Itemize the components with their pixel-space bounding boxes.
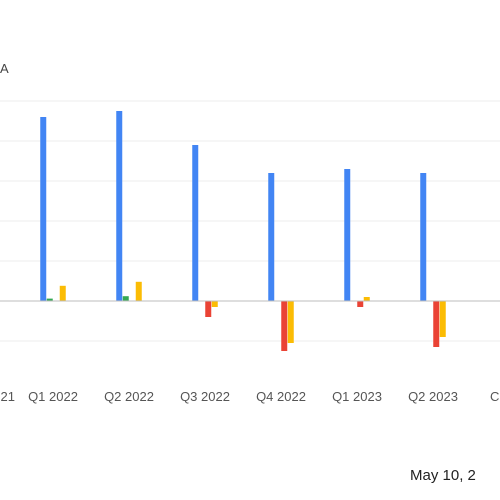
bar [40,117,47,301]
bar [116,111,123,301]
x-tick-label: Q2 2022 [104,389,154,404]
bar [287,301,294,343]
x-tick-labels: 21 Q1 2022 Q2 2022 Q3 2022 Q4 2022 Q1 2023 Q2 … [1,389,500,404]
bar [439,301,446,337]
bar [344,169,351,301]
x-tick-label: Q4 2022 [256,389,306,404]
x-tick-label-partial-right: C [490,389,499,404]
bar [281,301,288,351]
bar [268,173,275,301]
x-tick-label: Q2 2023 [408,389,458,404]
bar [135,281,142,301]
grid-lines [0,100,500,342]
bar [192,145,199,301]
bar [420,173,427,301]
bars [40,111,446,351]
bar [46,298,53,301]
x-tick-label: Q3 2022 [180,389,230,404]
date-label: May 10, 2 [410,467,476,484]
bar [205,301,212,317]
x-tick-label: Q1 2022 [28,389,78,404]
x-tick-label-partial-left: 21 [1,389,15,404]
bar [59,285,66,301]
x-tick-label: Q1 2023 [332,389,382,404]
bar [357,301,364,307]
bar [433,301,440,347]
bar [363,297,370,301]
corner-label: A [0,61,9,76]
bar [122,296,129,301]
bar [211,301,218,307]
